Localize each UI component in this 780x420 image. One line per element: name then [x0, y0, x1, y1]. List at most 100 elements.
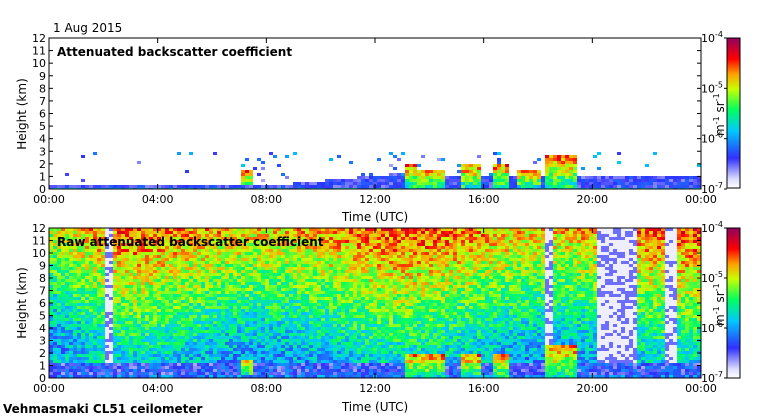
heatmap-cell: [161, 354, 165, 357]
heatmap-cell: [317, 303, 321, 306]
heatmap-cell: [317, 342, 321, 345]
heatmap-cell: [661, 182, 665, 185]
heatmap-cell: [209, 336, 213, 339]
heatmap-cell: [293, 336, 297, 339]
heatmap-cell: [313, 185, 317, 188]
heatmap-cell: [265, 312, 269, 315]
heatmap-cell: [509, 179, 513, 182]
heatmap-cell: [313, 306, 317, 309]
heatmap-cell: [125, 336, 129, 339]
heatmap-cell: [149, 363, 153, 366]
heatmap-cell: [177, 369, 181, 372]
heatmap-cell: [461, 164, 465, 167]
heatmap-cell: [257, 234, 261, 237]
heatmap-cell: [237, 303, 241, 306]
heatmap-cell: [325, 234, 329, 237]
heatmap-cell: [245, 336, 249, 339]
heatmap-cell: [389, 185, 393, 188]
heatmap-cell: [229, 369, 233, 372]
heatmap-cell: [345, 240, 349, 243]
heatmap-cell: [277, 363, 281, 366]
colorbar-tick-label: 10-6: [701, 131, 723, 146]
heatmap-cell: [197, 360, 201, 363]
heatmap-cell: [145, 273, 149, 276]
heatmap-cell: [57, 351, 61, 354]
heatmap-cell: [309, 255, 313, 258]
heatmap-cell: [233, 297, 237, 300]
heatmap-cell: [189, 330, 193, 333]
heatmap-cell: [293, 363, 297, 366]
heatmap-cell: [337, 306, 341, 309]
heatmap-cell: [197, 327, 201, 330]
heatmap-cell: [365, 185, 369, 188]
heatmap-cell: [169, 351, 173, 354]
heatmap-cell: [113, 249, 117, 252]
heatmap-cell: [89, 231, 93, 234]
heatmap-cell: [241, 297, 245, 300]
heatmap-cell: [245, 375, 249, 378]
heatmap-cell: [309, 300, 313, 303]
heatmap-cell: [329, 182, 333, 185]
heatmap-cell: [125, 291, 129, 294]
heatmap-cell: [53, 261, 57, 264]
heatmap-cell: [165, 273, 169, 276]
heatmap-cell: [249, 240, 253, 243]
heatmap-cell: [545, 179, 549, 182]
heatmap-cell: [413, 176, 417, 179]
heatmap-cell: [261, 336, 265, 339]
heatmap-cell: [225, 255, 229, 258]
heatmap-cell: [49, 267, 53, 270]
heatmap-cell: [333, 258, 337, 261]
heatmap-cell: [205, 276, 209, 279]
heatmap-cell: [89, 360, 93, 363]
heatmap-cell: [557, 167, 561, 170]
heatmap-cell: [309, 282, 313, 285]
heatmap-cell: [417, 173, 421, 176]
heatmap-cell: [177, 267, 181, 270]
heatmap-cell: [189, 288, 193, 291]
heatmap-cell: [293, 345, 297, 348]
heatmap-cell: [385, 176, 389, 179]
heatmap-cell: [53, 252, 57, 255]
heatmap-cell: [233, 185, 237, 188]
heatmap-cell: [553, 176, 557, 179]
heatmap-cell: [177, 345, 181, 348]
heatmap-cell: [537, 170, 541, 173]
heatmap-cell: [109, 354, 113, 357]
heatmap-cell: [117, 342, 121, 345]
heatmap-cell: [345, 357, 349, 360]
heatmap-cell: [221, 228, 225, 231]
heatmap-cell: [305, 279, 309, 282]
heatmap-cell: [229, 240, 233, 243]
heatmap-cell: [241, 306, 245, 309]
heatmap-cell: [81, 255, 85, 258]
heatmap-cell: [213, 285, 217, 288]
heatmap-cell: [169, 270, 173, 273]
heatmap-cell: [353, 179, 357, 182]
heatmap-cell: [109, 312, 113, 315]
heatmap-cell: [393, 167, 397, 170]
heatmap-cell: [173, 273, 177, 276]
heatmap-cell: [321, 303, 325, 306]
heatmap-cell: [81, 258, 85, 261]
heatmap-cell: [225, 282, 229, 285]
heatmap-cell: [497, 179, 501, 182]
heatmap-cell: [297, 288, 301, 291]
heatmap-cell: [317, 357, 321, 360]
heatmap-cell: [285, 258, 289, 261]
heatmap-cell: [53, 264, 57, 267]
heatmap-cell: [645, 179, 649, 182]
heatmap-cell: [217, 264, 221, 267]
heatmap-cell: [169, 327, 173, 330]
heatmap-cell: [321, 264, 325, 267]
heatmap-cell: [373, 339, 377, 342]
heatmap-cell: [357, 291, 361, 294]
heatmap-cell: [53, 339, 57, 342]
heatmap-cell: [277, 285, 281, 288]
heatmap-cell: [545, 167, 549, 170]
heatmap-cell: [265, 258, 269, 261]
heatmap-cell: [357, 264, 361, 267]
heatmap-cell: [237, 372, 241, 375]
heatmap-cell: [689, 176, 693, 179]
heatmap-cell: [125, 360, 129, 363]
